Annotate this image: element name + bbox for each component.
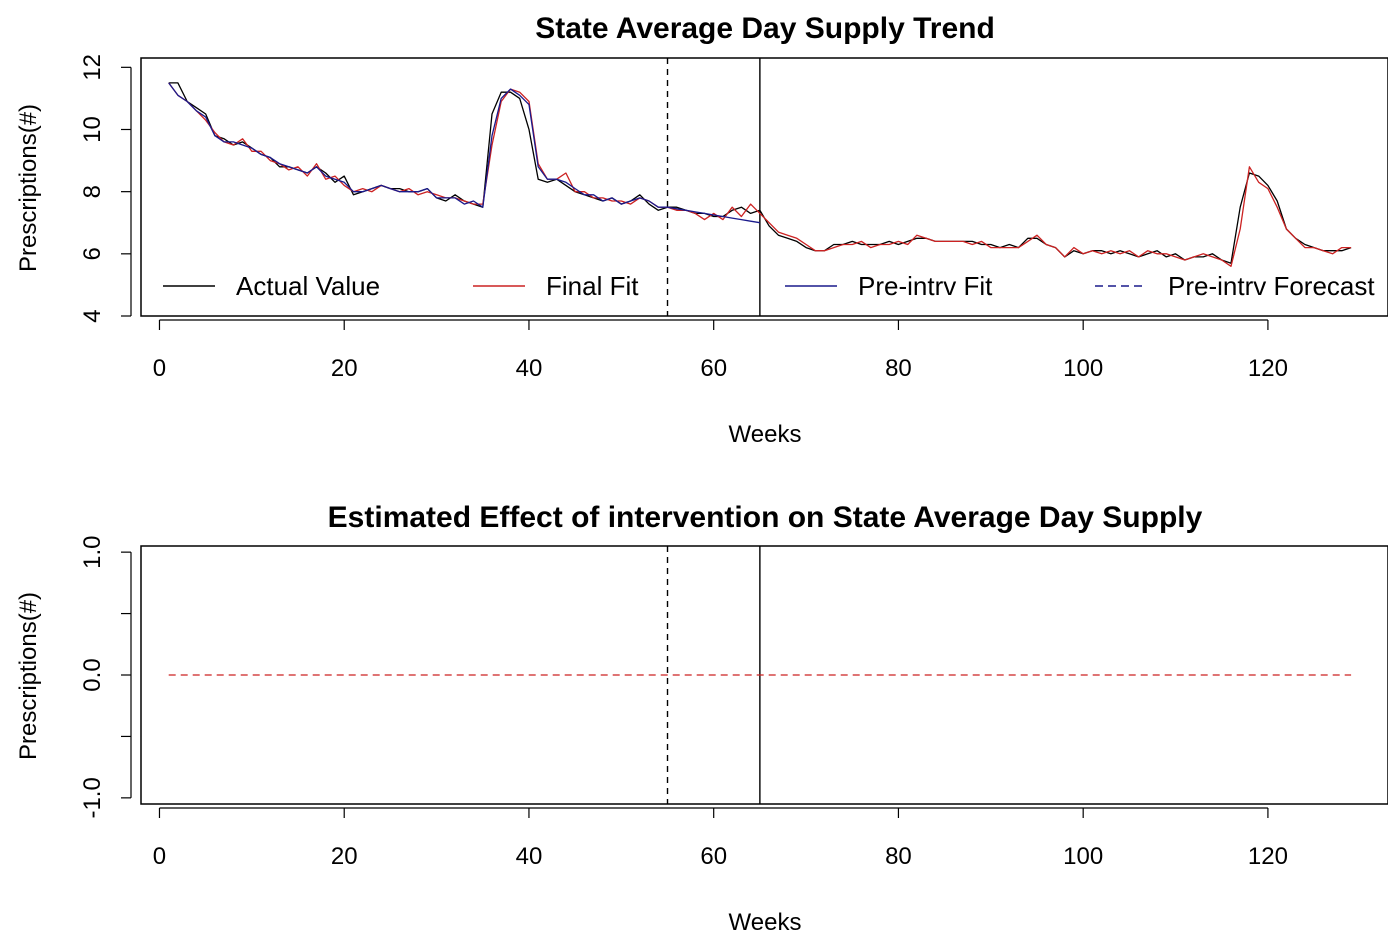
x-tick-label: 100 — [1063, 843, 1103, 870]
x-axis-label: Weeks — [729, 909, 802, 935]
y-tick-label: 10 — [79, 116, 106, 143]
legend-label: Pre-intrv Forecast — [1168, 271, 1375, 301]
x-tick-label: 40 — [516, 843, 543, 870]
x-tick-label: 20 — [331, 843, 358, 870]
chart-title: State Average Day Supply Trend — [535, 12, 995, 45]
x-axis-label: Weeks — [729, 421, 802, 448]
x-tick-label: 20 — [331, 355, 358, 382]
y-tick-label: 1.0 — [79, 535, 106, 568]
trend-chart: State Average Day Supply Trend 0 20 40 60 80… — [15, 12, 1388, 448]
y-tick-label: 12 — [79, 54, 106, 81]
series-pre-intrv-forecast-line — [667, 206, 761, 224]
series-pre-intrv-fit-line — [168, 82, 668, 208]
x-tick-label: 60 — [700, 843, 727, 870]
y-tick-label: 0.0 — [79, 658, 106, 691]
y-tick-label: 6 — [79, 247, 106, 260]
y-tick-label: -1.0 — [79, 777, 106, 818]
x-tick-label: 0 — [153, 355, 166, 382]
x-tick-label: 40 — [516, 355, 543, 382]
legend-label: Actual Value — [236, 271, 380, 301]
effect-chart: Estimated Effect of intervention on Stat… — [15, 501, 1388, 935]
x-tick-label: 120 — [1248, 843, 1288, 870]
x-tick-label: 120 — [1248, 355, 1288, 382]
y-axis-label: Prescriptions(#) — [15, 104, 42, 272]
y-tick-label: 4 — [79, 309, 106, 322]
plot-frame — [140, 57, 1388, 317]
x-tick-label: 60 — [700, 355, 727, 382]
y-tick-label: 8 — [79, 185, 106, 198]
x-tick-label: 80 — [885, 355, 912, 382]
x-tick-label: 80 — [885, 843, 912, 870]
legend-label: Final Fit — [546, 271, 639, 301]
legend-label: Pre-intrv Fit — [858, 271, 993, 301]
chart-title: Estimated Effect of intervention on Stat… — [328, 501, 1203, 534]
plot-frame — [140, 545, 1388, 805]
x-tick-label: 0 — [153, 843, 166, 870]
x-tick-label: 100 — [1063, 355, 1103, 382]
y-axis-label: Prescriptions(#) — [15, 592, 42, 760]
series-final-fit-line — [168, 82, 1352, 267]
